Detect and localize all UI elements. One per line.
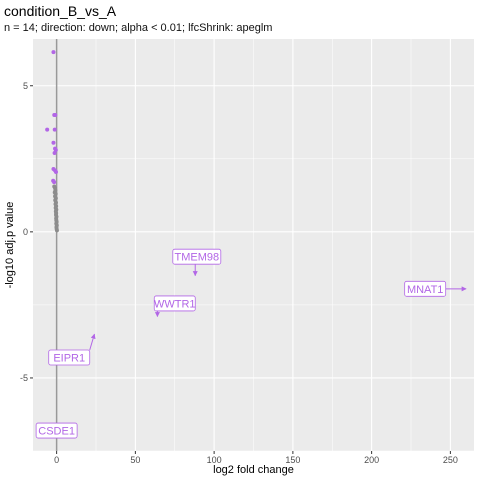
x-tick-label: 250 — [443, 455, 458, 465]
x-tick-label: 100 — [207, 455, 222, 465]
gene-labels: TMEM98 WWTR1 MNAT1 EIPR1 CSDE1 — [35, 248, 467, 439]
grid-lines — [33, 39, 474, 452]
gene-label-text: TMEM98 — [174, 252, 219, 264]
chart-subtitle: n = 14; direction: down; alpha < 0.01; l… — [4, 22, 273, 34]
gene-label-tmem98: TMEM98 — [172, 248, 222, 277]
data-points — [45, 50, 59, 233]
data-point-significant — [53, 112, 58, 117]
chart-title: condition_B_vs_A — [4, 3, 117, 19]
y-tick-label: 0 — [23, 227, 28, 237]
gene-label-wwtr1: WWTR1 — [153, 295, 196, 318]
x-axis-title: log2 fold change — [213, 464, 294, 476]
data-point-significant — [52, 180, 57, 185]
gene-label-text: WWTR1 — [154, 298, 196, 310]
x-tick-label: 0 — [54, 455, 59, 465]
x-tick-label: 200 — [364, 455, 379, 465]
gene-label-eipr1: EIPR1 — [48, 333, 96, 366]
gene-label-text: EIPR1 — [53, 352, 85, 364]
gene-label-box — [404, 280, 447, 297]
x-tick-label: 150 — [285, 455, 300, 465]
gene-label-box — [153, 295, 196, 312]
gene-label-text: MNAT1 — [407, 284, 443, 296]
data-point-significant — [53, 169, 58, 174]
data-point-not-significant — [54, 228, 59, 233]
data-point-significant — [51, 140, 56, 145]
y-tick-label: -5 — [20, 373, 28, 383]
gene-label-box — [172, 248, 222, 265]
gene-label-box — [35, 422, 78, 439]
label-leader-arrow — [89, 333, 96, 351]
gene-label-text: CSDE1 — [38, 426, 75, 438]
data-point-significant — [45, 127, 50, 132]
y-axis-title: -log10 adj.p value — [4, 202, 16, 289]
gene-label-box — [48, 349, 91, 366]
y-tick-label: 5 — [23, 81, 28, 91]
data-point-significant — [52, 127, 57, 132]
x-tick-label: 50 — [130, 455, 140, 465]
axis-ticks: 0 50 100 150 200 250 -5 0 5 — [20, 81, 458, 465]
data-point-significant — [52, 150, 57, 155]
data-point-significant — [51, 50, 56, 55]
gene-label-mnat1: MNAT1 — [404, 280, 467, 297]
gene-label-csde1: CSDE1 — [35, 422, 78, 439]
